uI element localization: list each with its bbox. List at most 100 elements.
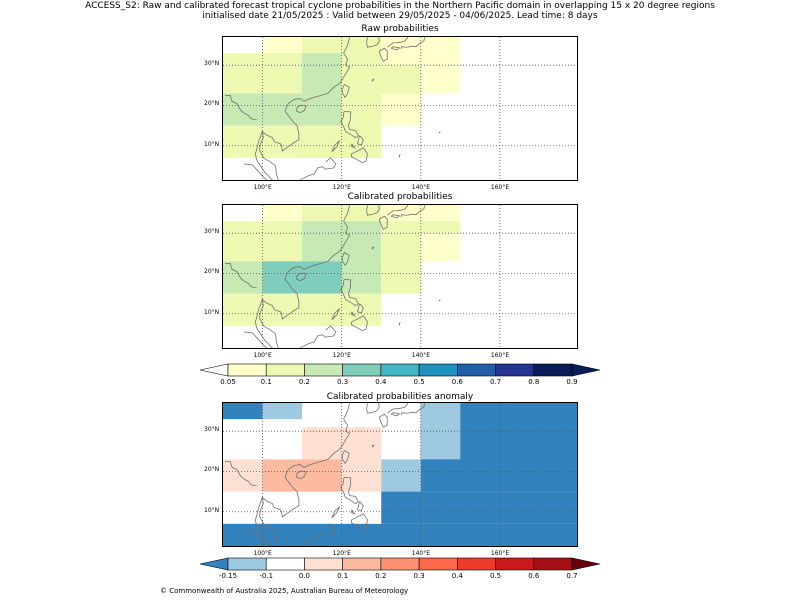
coastline bbox=[296, 272, 307, 282]
probability-cell bbox=[302, 205, 382, 222]
colorbar-segment bbox=[418, 363, 458, 377]
coastline bbox=[366, 403, 380, 414]
probability-cell bbox=[381, 221, 461, 234]
coastline bbox=[299, 523, 337, 546]
probability-cell bbox=[302, 221, 382, 234]
colorbar-segment bbox=[304, 363, 343, 377]
coastline bbox=[438, 497, 441, 500]
longitude-tick-label: 100°E bbox=[253, 550, 272, 557]
coastline bbox=[351, 311, 356, 317]
probability-cell bbox=[381, 105, 421, 126]
longitude-tick-label: 160°E bbox=[490, 550, 510, 557]
longitude-tick-label: 120°E bbox=[332, 184, 351, 191]
probability-cell bbox=[341, 53, 382, 66]
probability-cell bbox=[223, 221, 303, 234]
colorbar-segment bbox=[227, 557, 267, 571]
colorbar-anomaly-ticks: -0.15 -0.1 0.0 0.1 0.2 0.3 0.4 0.5 0.6 0.7 bbox=[0, 572, 800, 582]
coastline bbox=[438, 131, 441, 134]
colorbar-under-arrow bbox=[199, 363, 229, 377]
coastline bbox=[341, 84, 350, 99]
probability-cell bbox=[262, 459, 342, 492]
probability-cell bbox=[262, 403, 303, 420]
colorbar-tick-label: 0.0 bbox=[298, 572, 311, 580]
probability-cell bbox=[262, 261, 342, 294]
colorbar-tick-label: 0.4 bbox=[451, 572, 463, 580]
colorbar-segment bbox=[227, 363, 267, 377]
panel-title-calibrated: Calibrated probabilities bbox=[347, 192, 453, 202]
coastline bbox=[357, 135, 364, 146]
colorbar-tick-label: 0.1 bbox=[337, 572, 349, 580]
coastline bbox=[366, 205, 380, 216]
coastline bbox=[386, 37, 409, 48]
latitude-tick-label: 30°N bbox=[204, 228, 220, 236]
coastline bbox=[398, 153, 401, 158]
probability-cell bbox=[341, 459, 382, 492]
coastline bbox=[341, 252, 350, 267]
longitude-tick-label: 140°E bbox=[411, 184, 431, 191]
colorbar-tick-label: 0.2 bbox=[298, 378, 311, 386]
coastline bbox=[299, 157, 337, 180]
colorbar-segment bbox=[342, 557, 382, 571]
probability-cell bbox=[381, 233, 421, 262]
coastline bbox=[390, 214, 401, 219]
probability-cell bbox=[381, 93, 421, 106]
coastline bbox=[296, 104, 307, 114]
colorbar-segment bbox=[265, 363, 305, 377]
colorbar-segment bbox=[495, 363, 535, 377]
longitude-tick-label: 140°E bbox=[411, 352, 431, 359]
copyright-footer: © Commonwealth of Australia 2025, Austra… bbox=[160, 587, 409, 595]
colorbar-tick-label: 0.5 bbox=[489, 572, 502, 580]
colorbar-tick-label: 0.6 bbox=[528, 572, 540, 580]
coastline bbox=[254, 298, 273, 348]
latitude-tick-label: 30°N bbox=[204, 426, 220, 434]
probability-cell bbox=[223, 93, 342, 126]
coastline bbox=[340, 279, 359, 307]
figure-title-line2: initialised date 21/05/2025 : Valid betw… bbox=[202, 11, 598, 21]
probability-cell bbox=[341, 105, 382, 126]
coastline bbox=[398, 519, 401, 524]
map-canvas bbox=[223, 205, 577, 348]
probability-cell bbox=[341, 93, 382, 106]
colorbar-tick-label: 0.7 bbox=[489, 378, 502, 386]
map-panel-anomaly bbox=[222, 402, 578, 547]
figure-title-line1: ACCESS_S2: Raw and calibrated forecast t… bbox=[85, 1, 715, 11]
coastline bbox=[225, 461, 257, 486]
colorbar-over-arrow bbox=[571, 557, 601, 571]
coastline bbox=[378, 413, 388, 428]
coastline bbox=[351, 143, 356, 149]
colorbar-tick-label: 0.3 bbox=[337, 378, 349, 386]
colorbar-segment bbox=[457, 557, 496, 571]
latitude-tick-label: 30°N bbox=[204, 60, 220, 68]
colorbar-tick-label: 0.9 bbox=[566, 378, 578, 386]
coastline bbox=[371, 444, 375, 448]
coastline bbox=[258, 403, 351, 546]
coastline bbox=[351, 513, 368, 530]
probability-cell bbox=[381, 53, 461, 66]
coastline bbox=[390, 46, 401, 51]
longitude-tick-label: 160°E bbox=[490, 184, 510, 191]
probability-cell bbox=[262, 37, 303, 54]
colorbar-segment bbox=[495, 557, 535, 571]
coastline bbox=[331, 140, 341, 153]
coastline bbox=[390, 412, 401, 417]
colorbar-segment bbox=[533, 557, 573, 571]
coastline bbox=[243, 529, 268, 546]
coastline bbox=[225, 95, 257, 120]
coastline bbox=[400, 37, 426, 50]
coastline bbox=[366, 37, 380, 48]
coastline bbox=[400, 205, 426, 218]
colorbar-probabilities bbox=[199, 363, 601, 377]
coastline bbox=[341, 450, 350, 465]
colorbar-segment bbox=[457, 363, 496, 377]
colorbar-segment bbox=[304, 557, 343, 571]
probability-cell bbox=[420, 233, 461, 262]
coastline bbox=[371, 78, 375, 82]
probability-cell bbox=[381, 205, 461, 222]
longitude-tick-label: 140°E bbox=[411, 550, 431, 557]
probability-cell bbox=[223, 403, 263, 420]
probability-cell bbox=[262, 205, 303, 222]
colorbar-tick-label: 0.3 bbox=[413, 572, 425, 580]
latitude-tick-label: 20°N bbox=[204, 268, 220, 276]
coastline bbox=[398, 321, 401, 326]
probability-cell bbox=[341, 261, 382, 294]
